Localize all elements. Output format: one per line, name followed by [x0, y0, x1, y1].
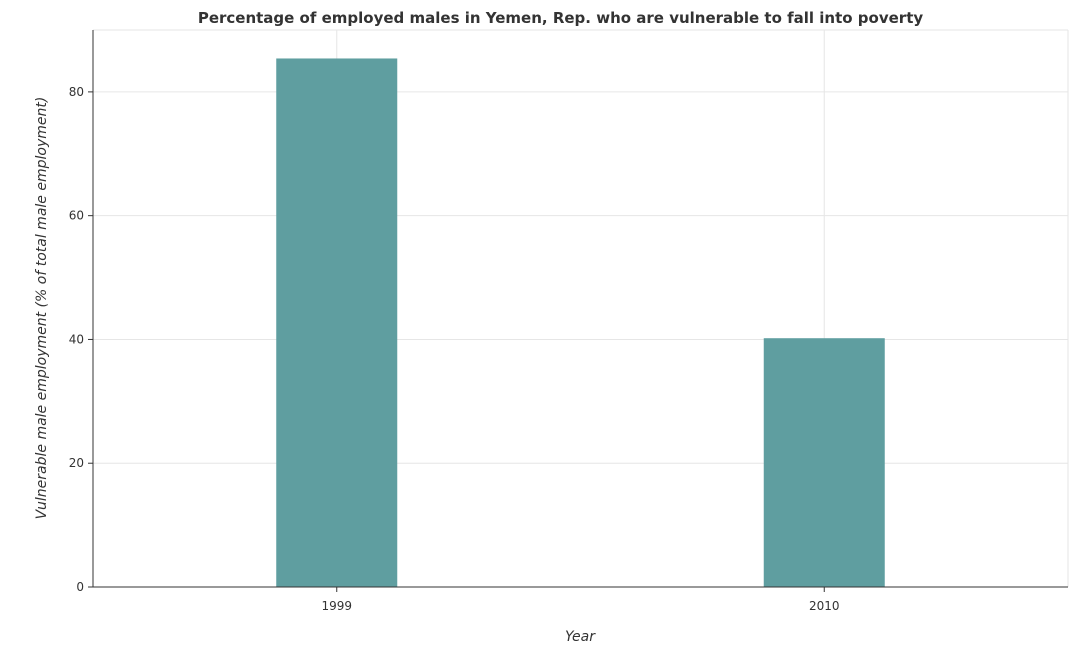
bar-1999 [276, 58, 398, 588]
x-ticks: 1999 2010 [321, 587, 840, 613]
chart-title: Percentage of employed males in Yemen, R… [197, 9, 924, 27]
y-tick-label: 20 [69, 456, 84, 470]
axes [92, 30, 1068, 588]
x-tick-label: 1999 [321, 599, 352, 613]
y-tick-label: 60 [69, 209, 84, 223]
gridlines [93, 29, 1069, 588]
y-tick-label: 40 [69, 332, 84, 346]
y-axis-title: Vulnerable male employment (% of total m… [34, 97, 50, 520]
bars [276, 58, 885, 588]
x-axis-title: Year [565, 629, 596, 645]
y-ticks: 0 20 40 60 80 [69, 85, 93, 594]
x-tick-label: 2010 [809, 599, 840, 613]
bar-2010 [763, 338, 885, 587]
y-tick-label: 0 [76, 580, 84, 594]
y-tick-label: 80 [69, 85, 84, 99]
